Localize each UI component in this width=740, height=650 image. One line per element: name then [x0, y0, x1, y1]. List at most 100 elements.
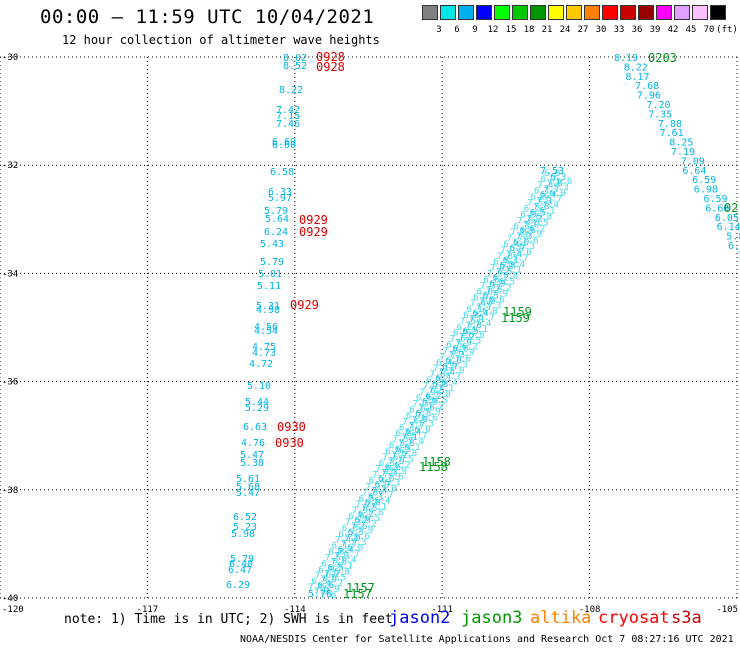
legend-label: 45 [685, 25, 697, 35]
swh-label-dense: 6.6 [489, 295, 505, 305]
swh-label: 5.98 [231, 529, 255, 540]
swh-label-dense: 7.9 [388, 457, 404, 467]
swh-label: 7.35 [648, 109, 672, 120]
swh-label-dense: 6.5 [431, 396, 447, 406]
legend-label: 15 [505, 25, 517, 35]
swh-label-dense: 7.3 [418, 419, 434, 429]
swh-label-dense: 7.1 [469, 315, 485, 325]
swh-label: 4.72 [249, 359, 273, 370]
legend-swatch [584, 5, 600, 20]
swh-label-dense: 7.4 [506, 250, 522, 260]
swh-label-dense: 6.7 [411, 431, 427, 441]
legend-label: 33 [613, 25, 625, 35]
swh-label: 5.87 [726, 232, 740, 243]
swh-label-dense: 7.7 [543, 185, 559, 195]
swh-label-dense: 7.1 [500, 246, 516, 256]
swh-label-dense: 6.4 [369, 477, 385, 487]
page-subtitle: 12 hour collection of altimeter wave hei… [62, 33, 380, 47]
swh-label-dense: 7.2 [392, 451, 408, 461]
swh-label-dense: 6.4 [405, 427, 421, 437]
swh-label-dense: 7.4 [470, 299, 486, 309]
lat-label: -30 [2, 53, 18, 63]
swh-label-dense: 6.3 [311, 577, 327, 587]
swh-label: 5.79 [264, 206, 288, 217]
pass-time-label: 0929 [299, 225, 328, 239]
swh-label-dense: 7.5 [460, 317, 476, 327]
swh-label: 8.25 [669, 138, 693, 149]
swh-label-dense: 6.3 [550, 173, 566, 183]
pass-time-label: 1159 [501, 311, 530, 325]
swh-label: 6.59 [704, 194, 728, 205]
lon-label: -117 [137, 605, 159, 615]
swh-label-dense: 6.7 [546, 195, 562, 205]
swh-label-dense: 6.5 [462, 327, 478, 337]
swh-label: 5.79 [230, 554, 254, 565]
lat-label: -32 [2, 161, 18, 171]
swh-label: 8.17 [625, 72, 649, 83]
swh-label-dense: 6.4 [374, 496, 390, 506]
swh-label-dense: 6.5 [426, 376, 442, 386]
swh-label-dense: 7.0 [510, 228, 526, 238]
swh-label: 5.79 [260, 257, 284, 268]
swh-label-dense: 6.3 [519, 242, 535, 252]
swh-label-dense: 6.0 [445, 356, 461, 366]
swh-label-dense: 6.5 [359, 494, 375, 504]
swh-label-dense: 7.7 [507, 234, 523, 244]
swh-label-dense: 7.4 [408, 437, 424, 447]
swh-label-dense: 7.0 [344, 534, 360, 544]
map-axis-labels: -30 -32 -34 -36 -38 -40-120 -117 -114 -111 -108 -1… [2, 53, 738, 615]
swh-label: 7.15 [276, 111, 300, 122]
swh-label-dense: 7.7 [341, 540, 357, 550]
swh-label-dense: 6.3 [384, 479, 400, 489]
swh-label-dense: 7.5 [361, 504, 377, 514]
legend-label: 36 [631, 25, 643, 35]
swh-label-dense: 6.7 [406, 411, 422, 421]
swh-label-dense: 6.0 [378, 475, 394, 485]
swh-label-dense: 7.5 [325, 553, 341, 563]
swh-label: 7.1 [738, 250, 740, 261]
swh-label-dense: 6.9 [386, 447, 402, 457]
legend-swatch [494, 5, 510, 20]
swh-label-dense: 7.7 [377, 490, 393, 500]
swh-label-dense: 6.1 [332, 542, 348, 552]
swh-label-dense: 7.8 [331, 557, 347, 567]
swh-label-dense: 6.5 [493, 258, 509, 268]
swh-label-dense: 6.3 [379, 459, 395, 469]
swh-label-dense: 6.9 [526, 230, 542, 240]
pass-time-label: 0929 [290, 298, 319, 312]
swh-label-dense: 6.0 [513, 238, 529, 248]
legend-label: 42 [667, 25, 679, 35]
swh-label: 8.19 [614, 53, 638, 64]
swh-label-dense: 7.2 [459, 333, 475, 343]
swh-label-dense: 7.8 [367, 508, 383, 518]
pass-time-label: 0930 [275, 436, 304, 450]
swh-label-dense: 6.0 [342, 524, 358, 534]
swh-label-dense: 6.9 [520, 210, 536, 220]
swh-label-dense: 7.4 [537, 181, 553, 191]
swh-label-dense: 6.6 [520, 226, 536, 236]
swh-label-dense: 6.6 [354, 532, 370, 542]
swh-label: 8.22 [624, 62, 648, 73]
swh-label: 5.44 [245, 397, 269, 408]
swh-label-dense: 7.1 [365, 482, 381, 492]
swh-label: 8.02 [283, 53, 307, 64]
swh-label: 7.88 [658, 119, 682, 130]
swh-label-dense: 7.2 [490, 264, 506, 274]
swh-label-dense: 6.6 [385, 463, 401, 473]
swh-label-dense: 6.8 [328, 548, 344, 558]
swh-label-dense: 7.3 [516, 232, 532, 242]
legend-label: 24 [559, 25, 571, 35]
legend-label: 6 [454, 25, 460, 35]
swh-label-dense: 7.7 [439, 352, 455, 362]
swh-label-dense: 7.0 [479, 297, 495, 307]
swh-label-dense: 7.3 [413, 400, 429, 410]
swh-label-dense: 6.7 [541, 175, 557, 185]
swh-label: 6.98 [694, 185, 718, 196]
swh-label-dense: 7.0 [547, 179, 563, 189]
swh-label-dense: 6.8 [463, 311, 479, 321]
swh-label: 5.31 [256, 301, 280, 312]
swh-label-dense: 7.1 [433, 364, 449, 374]
lat-label: -38 [2, 486, 18, 496]
swh-label-dense: 7.1 [537, 197, 553, 207]
pass-time-label: 0928 [316, 60, 345, 74]
